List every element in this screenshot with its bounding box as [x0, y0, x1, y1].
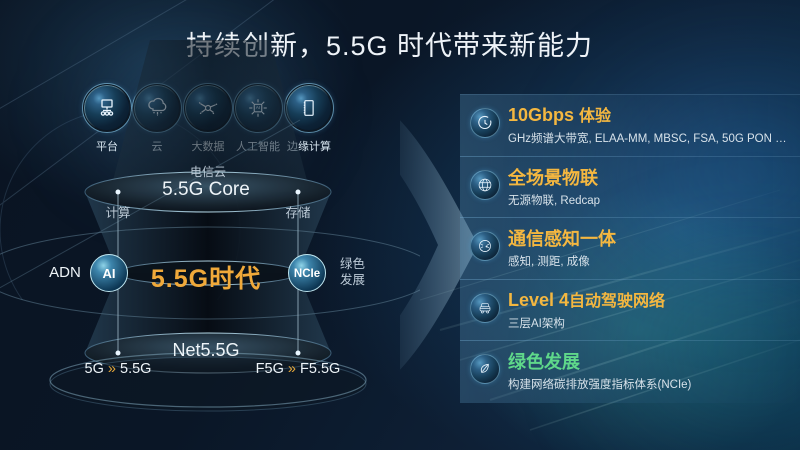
svg-text:AI: AI [103, 266, 116, 281]
svg-text:NCIe: NCIe [294, 268, 320, 280]
